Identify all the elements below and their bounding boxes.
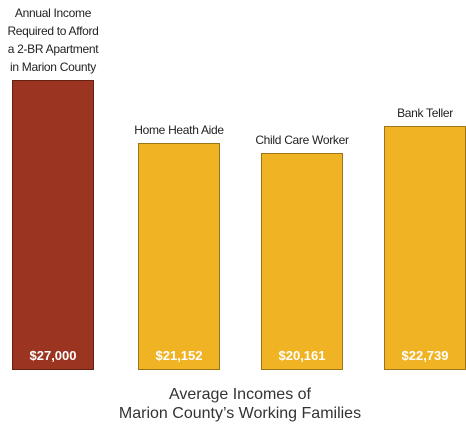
bar	[12, 80, 94, 370]
category-label: Bank Teller	[397, 105, 453, 120]
bar	[384, 125, 466, 370]
value-label: $22,739	[401, 348, 449, 363]
value-label: $27,000	[29, 348, 77, 363]
value-label: $21,152	[155, 348, 203, 363]
value-label: $20,161	[278, 348, 326, 363]
bar	[261, 153, 343, 370]
x-axis-label: Average Incomes of Marion County’s Worki…	[118, 386, 362, 422]
category-label: Annual Income Required to Afford a 2-BR …	[7, 6, 99, 74]
category-label: Child Care Worker	[255, 133, 349, 148]
category-label: Home Heath Aide	[134, 122, 224, 137]
bar	[138, 142, 220, 370]
